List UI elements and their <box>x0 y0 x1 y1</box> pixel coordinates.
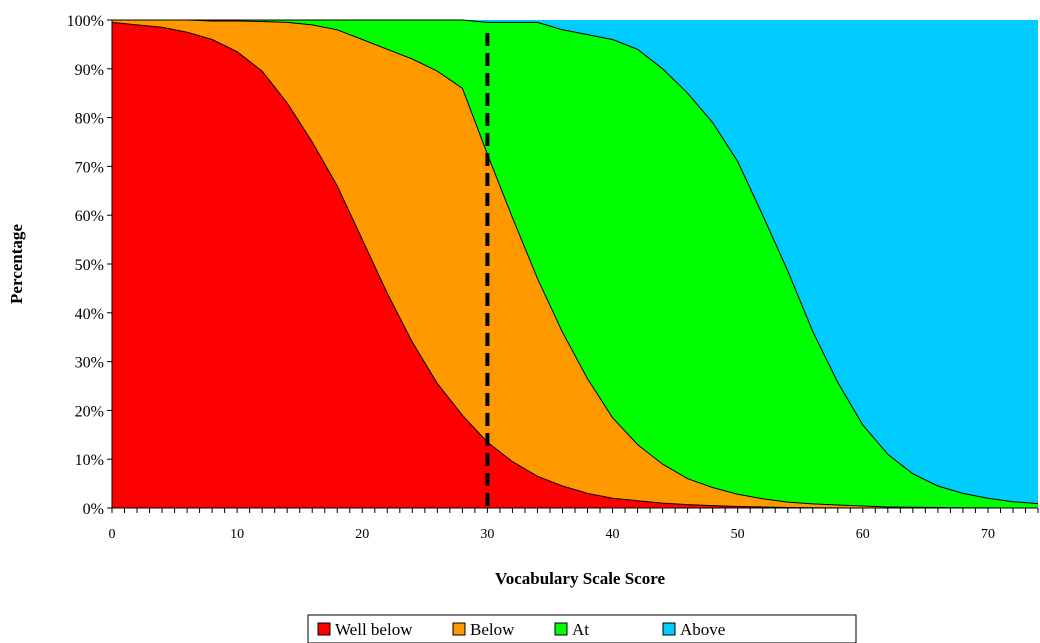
y-axis-title: Percentage <box>7 224 26 304</box>
x-axis-title: Vocabulary Scale Score <box>495 569 665 588</box>
y-tick-label: 30% <box>75 355 104 372</box>
legend-label-below: Below <box>470 620 515 639</box>
legend-swatch-at <box>554 622 568 636</box>
y-tick-label: 10% <box>75 452 104 469</box>
area-well-below <box>112 22 1038 509</box>
legend: Well below Below At Above <box>307 614 857 643</box>
y-tick-label: 50% <box>75 257 104 274</box>
x-tick-label: 20 <box>355 527 369 542</box>
boundary-below <box>112 19 1038 509</box>
y-tick-label: 100% <box>67 13 104 30</box>
y-tick-label: 20% <box>75 403 104 420</box>
y-tick-label: 80% <box>75 111 104 128</box>
area-above <box>112 20 1038 504</box>
x-tick-label: 70 <box>981 527 995 542</box>
legend-swatch-below <box>452 622 466 636</box>
legend-label-above: Above <box>680 620 725 639</box>
x-tick-label: 0 <box>109 527 116 542</box>
area-below <box>112 20 1038 508</box>
legend-swatch-well-below <box>317 622 331 636</box>
y-tick-label: 0% <box>83 501 104 518</box>
y-tick-label: 70% <box>75 159 104 176</box>
boundary-at <box>112 19 1039 505</box>
y-tick-label: 60% <box>75 208 104 225</box>
area-series-group <box>112 20 1038 509</box>
tick-group: 0% 10% 20% 30% 40% 50% 60% 70% 80% 90% 100% 0 10 20 30… <box>67 13 1039 542</box>
x-tick-label: 40 <box>606 527 620 542</box>
legend-label-at: At <box>572 620 589 639</box>
legend-label-well-below: Well below <box>335 620 413 639</box>
x-tick-label: 30 <box>480 527 494 542</box>
x-tick-label: 60 <box>856 527 870 542</box>
y-tick-label: 40% <box>75 306 104 323</box>
legend-swatch-above <box>662 622 676 636</box>
x-tick-label: 50 <box>731 527 745 542</box>
legend-box <box>307 614 857 643</box>
y-tick-label: 90% <box>75 62 104 79</box>
x-tick-label: 10 <box>230 527 244 542</box>
area-at <box>112 20 1038 508</box>
